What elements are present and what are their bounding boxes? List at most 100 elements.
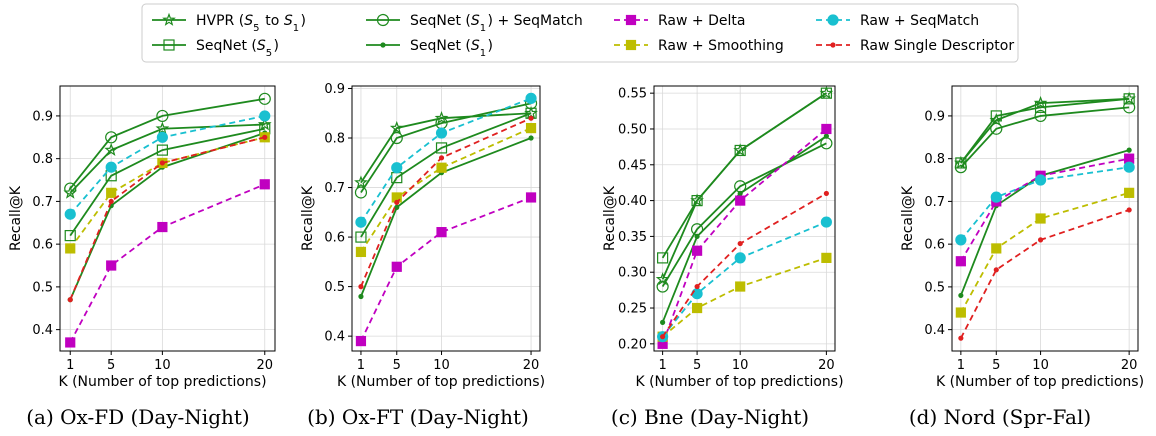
data-point <box>63 185 78 199</box>
xtick-label: 1 <box>357 358 365 373</box>
ytick-label: 0.4 <box>324 330 345 345</box>
x-axis-label: K (Number of top predictions) <box>337 374 545 390</box>
ytick-label: 0.5 <box>32 280 53 295</box>
series-raw-delta <box>65 179 270 348</box>
series-seqnet-s1-seqmatch <box>64 92 271 195</box>
series-line <box>960 149 1130 296</box>
series-seqnet-s1 <box>358 135 534 300</box>
series-line <box>661 92 827 280</box>
x-axis-label: K (Number of top predictions) <box>635 374 843 390</box>
y-axis-label: Recall@K <box>8 185 24 251</box>
series-line <box>69 183 266 343</box>
ytick-label: 0.9 <box>32 109 53 124</box>
data-point <box>106 187 117 198</box>
data-point <box>156 144 168 156</box>
data-point <box>737 190 743 197</box>
data-point <box>65 243 76 254</box>
charts: 0.40.50.60.70.80.91 5 10 20K (Number of top… <box>8 82 1144 429</box>
legend-label: Raw + SeqMatch <box>860 13 979 29</box>
legend-entry-hvpr-s5-to-s1: HVPR (S5 to S1 ) <box>152 12 306 34</box>
series-raw-single-descriptor <box>660 190 829 340</box>
data-point <box>259 179 270 190</box>
data-point <box>1037 237 1044 243</box>
series-line <box>360 137 532 297</box>
legend-entry-seqnet-s1-seqmatch: SeqNet (S1 ) + SeqMatch <box>366 13 583 34</box>
data-point <box>394 204 400 210</box>
data-point <box>1123 161 1135 173</box>
data-point <box>694 283 700 290</box>
data-point <box>819 85 834 100</box>
legend-entry-seqnet-s1: SeqNet (S1 ) <box>366 38 493 59</box>
chart-caption: (b) Ox-FT (Day-Night) <box>307 405 529 429</box>
series-line <box>360 196 532 342</box>
data-point <box>391 261 402 272</box>
legend-label: Raw + Smoothing <box>658 38 784 54</box>
data-point <box>157 221 168 233</box>
y-axis-label: Recall@K <box>602 185 618 251</box>
xtick-label: 10 <box>732 358 749 373</box>
ytick-label: 0.5 <box>324 280 345 295</box>
legend-label: SeqNet (S1 ) <box>410 38 493 59</box>
plot-frame <box>351 85 541 352</box>
series-line <box>69 115 265 215</box>
series-seqnet-s1-seqmatch <box>954 101 1136 174</box>
legend-marker <box>625 39 637 51</box>
data-point <box>1034 101 1047 113</box>
series-line <box>360 112 532 238</box>
data-point <box>1035 213 1046 224</box>
data-point <box>108 198 114 205</box>
series-line <box>69 97 265 190</box>
xtick-label: 5 <box>693 358 701 373</box>
chart-1: 0.4 0.5 0.6 0.7 0.8 0.9 1 5 10 20K (Number of top… <box>8 85 276 429</box>
data-point <box>105 131 118 144</box>
y-axis-label: Recall@K <box>300 185 316 251</box>
ytick-label: 0.4 <box>32 323 53 338</box>
data-point <box>690 193 704 207</box>
data-point <box>1033 95 1048 109</box>
data-point <box>823 190 829 197</box>
legend-label: SeqNet (S1 ) + SeqMatch <box>410 13 583 34</box>
plot-frame <box>59 85 276 352</box>
series-raw-delta <box>355 192 537 347</box>
data-point <box>655 272 670 286</box>
series-line <box>661 192 827 338</box>
series-raw-single-descriptor <box>958 207 1132 341</box>
data-point <box>156 131 168 143</box>
ytick-label: 0.30 <box>618 266 647 281</box>
legend-marker <box>830 42 836 48</box>
data-point <box>955 307 966 318</box>
data-point <box>990 191 1002 203</box>
series-line <box>360 112 532 184</box>
series-raw-seqmatch <box>955 161 1135 246</box>
xtick-label: 20 <box>1121 358 1138 373</box>
ytick-label: 0.8 <box>32 152 53 167</box>
data-point <box>955 256 966 267</box>
legend-label: SeqNet (S5 ) <box>196 38 279 59</box>
data-point <box>435 127 448 139</box>
chart-caption: (d) Nord (Spr-Fal) <box>909 405 1091 429</box>
data-point <box>735 281 746 292</box>
data-point <box>991 243 1002 254</box>
series-seqnet-s5 <box>64 123 271 242</box>
data-point <box>394 199 400 206</box>
xtick-label: 20 <box>523 358 540 373</box>
series-line <box>661 135 827 323</box>
data-point <box>823 133 829 139</box>
data-point <box>435 142 448 154</box>
data-point <box>436 162 447 173</box>
series-line <box>960 106 1130 168</box>
data-point <box>259 110 271 122</box>
series-seqnet-s5 <box>955 93 1135 169</box>
legend-entry-seqnet-s5: SeqNet (S5 ) <box>152 38 279 59</box>
xtick-label: 5 <box>393 358 401 373</box>
data-point <box>691 245 703 256</box>
xtick-label: 10 <box>1032 358 1049 373</box>
ytick-label: 0.9 <box>324 82 345 97</box>
ytick-label: 0.6 <box>324 231 345 246</box>
xtick-label: 20 <box>818 358 835 373</box>
xtick-label: 10 <box>154 358 171 373</box>
series-line <box>360 117 532 287</box>
ytick-label: 0.20 <box>618 337 647 352</box>
y-axis-label: Recall@K <box>900 185 916 251</box>
